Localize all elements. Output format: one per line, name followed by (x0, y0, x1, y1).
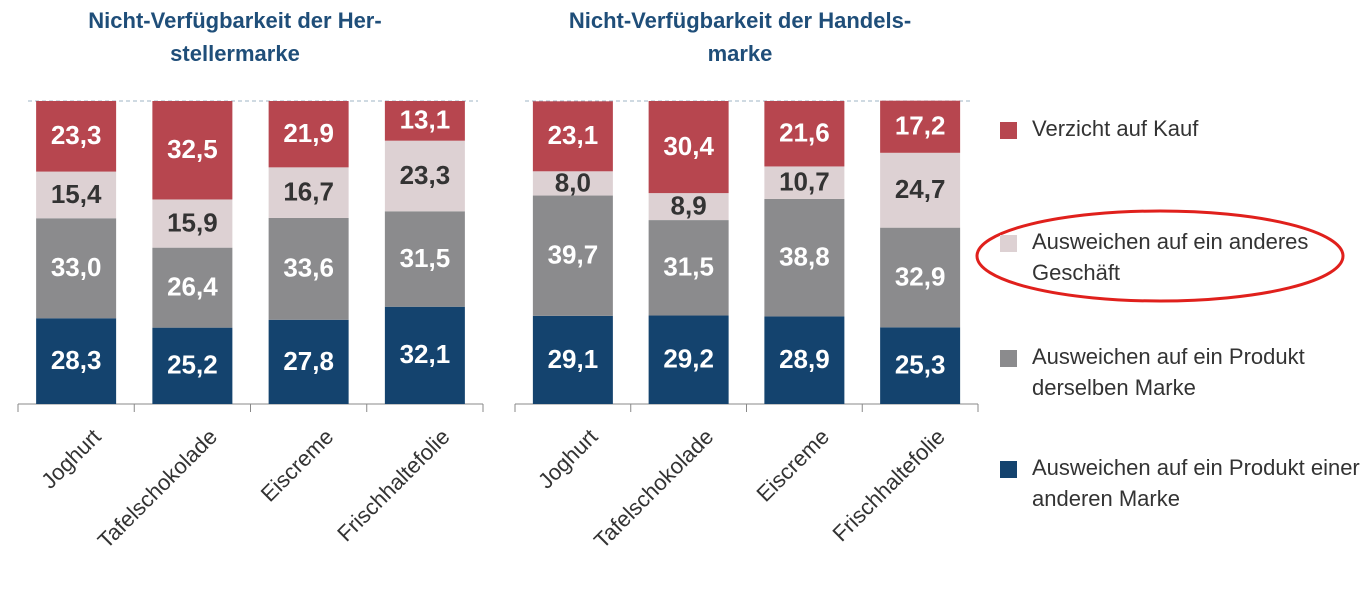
bar-segment (152, 247, 233, 328)
bar-segment (764, 316, 845, 404)
bar-segment (880, 100, 961, 153)
bar-segment (532, 195, 613, 316)
legend-swatch (1000, 235, 1017, 252)
highlight-ellipse (975, 209, 1345, 303)
data-label: 32,9 (895, 261, 946, 291)
data-label: 21,9 (283, 118, 334, 148)
bar-segment (532, 315, 613, 404)
data-label: 8,0 (555, 167, 591, 197)
data-label: 33,6 (283, 253, 334, 283)
bar-segment (36, 171, 117, 219)
bar-segment (532, 171, 613, 196)
data-label: 17,2 (895, 111, 946, 141)
data-label: 15,4 (51, 179, 102, 209)
data-label: 31,5 (663, 252, 714, 282)
legend-label: Ausweichen auf ein Produkt einer anderen… (1032, 455, 1360, 511)
data-label: 21,6 (779, 118, 830, 148)
legend-swatch (1000, 461, 1017, 478)
bar-segment (268, 167, 349, 218)
data-label: 28,9 (779, 344, 830, 374)
bar-segment (648, 315, 729, 404)
chart-title: Nicht-Verfügbarkeit der Handels- (569, 8, 911, 33)
bar-segment (384, 306, 465, 404)
legend-label: Ausweichen auf ein anderes Geschäft (1032, 229, 1309, 285)
data-label: 25,3 (895, 350, 946, 380)
x-tick-label: Eiscreme (256, 424, 339, 507)
data-label: 39,7 (548, 240, 599, 270)
data-label: 25,2 (167, 350, 218, 380)
bar-segment (36, 101, 117, 172)
legend-item: Ausweichen auf ein Produkt einer anderen… (1000, 452, 1365, 514)
data-label: 26,4 (167, 272, 218, 302)
bar-segment (648, 220, 729, 316)
x-tick-label: Tafelschokolade (93, 424, 222, 553)
data-label: 24,7 (895, 174, 946, 204)
data-label: 29,2 (663, 344, 714, 374)
data-label: 32,1 (400, 339, 451, 369)
chart-title: stellermarke (170, 41, 300, 66)
data-label: 23,3 (400, 160, 451, 190)
bar-segment (880, 152, 961, 228)
chart-title: marke (708, 41, 773, 66)
bar-segment (880, 327, 961, 404)
bar-segment (152, 101, 233, 200)
bar-segment (880, 227, 961, 328)
data-label: 23,3 (51, 120, 102, 150)
data-label: 38,8 (779, 242, 830, 272)
bar-segment (648, 101, 729, 194)
x-tick-label: Frischhaltefolie (332, 424, 454, 546)
data-label: 33,0 (51, 252, 102, 282)
data-label: 28,3 (51, 345, 102, 375)
data-label: 16,7 (283, 177, 334, 207)
bar-segment (764, 101, 845, 167)
bar-segment (764, 166, 845, 199)
x-tick-label: Frischhaltefolie (827, 424, 949, 546)
data-label: 27,8 (283, 346, 334, 376)
legend-swatch (1000, 350, 1017, 367)
data-label: 31,5 (400, 243, 451, 273)
x-tick-label: Joghurt (36, 424, 106, 494)
data-label: 10,7 (779, 167, 830, 197)
bar-segment (268, 217, 349, 320)
legend-item: Ausweichen auf ein Produkt derselben Mar… (1000, 341, 1365, 403)
bar-segment (384, 101, 465, 141)
legend-label: Verzicht auf Kauf (1032, 116, 1199, 141)
bar-segment (268, 319, 349, 404)
data-label: 23,1 (548, 120, 599, 150)
bar-segment (268, 101, 349, 168)
bar-segment (36, 318, 117, 404)
data-label: 8,9 (671, 190, 707, 220)
x-tick-label: Joghurt (533, 424, 603, 494)
bar-segment (152, 327, 233, 404)
bar-segment (152, 199, 233, 248)
x-tick-label: Tafelschokolade (589, 424, 718, 553)
x-tick-label: Eiscreme (752, 424, 835, 507)
legend-label: Ausweichen auf ein Produkt derselben Mar… (1032, 344, 1305, 400)
data-label: 29,1 (548, 344, 599, 374)
data-label: 32,5 (167, 134, 218, 164)
bar-segment (384, 211, 465, 307)
bar-segment (36, 218, 117, 319)
legend-item: Ausweichen auf ein anderes Geschäft (1000, 226, 1365, 288)
legend-swatch (1000, 122, 1017, 139)
data-label: 13,1 (400, 105, 451, 135)
data-label: 15,9 (167, 207, 218, 237)
chart-title: Nicht-Verfügbarkeit der Her- (88, 8, 381, 33)
bar-segment (532, 101, 613, 172)
legend-item: Verzicht auf Kauf (1000, 113, 1365, 144)
bar-segment (384, 140, 465, 212)
bar-segment (648, 193, 729, 221)
data-label: 30,4 (663, 131, 714, 161)
bar-segment (764, 198, 845, 317)
